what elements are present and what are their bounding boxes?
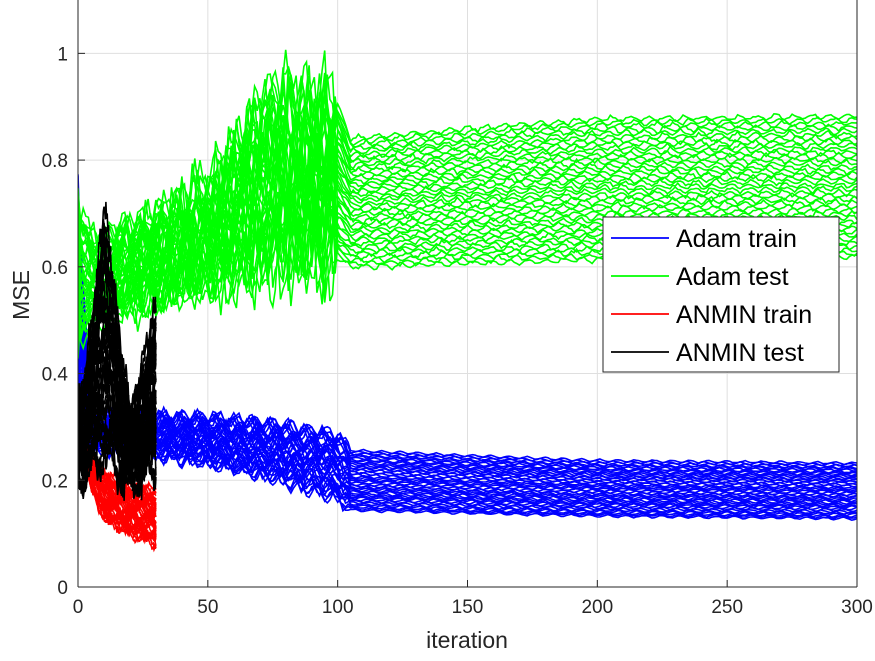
x-tick-label: 300 (841, 597, 873, 618)
legend: Adam train Adam test ANMIN train ANMIN test (602, 216, 840, 373)
legend-label: Adam train (676, 225, 797, 253)
y-tick-label: 0.8 (42, 151, 68, 172)
x-tick-label: 200 (581, 597, 613, 618)
run-line (78, 117, 857, 358)
y-tick-label: 0 (57, 578, 68, 599)
run-line (78, 66, 857, 264)
y-tick-label: 0.4 (42, 365, 69, 386)
x-tick-label: 250 (711, 597, 743, 618)
y-tick-label: 0.2 (42, 471, 68, 492)
run-line (78, 371, 857, 507)
run-line (78, 201, 157, 467)
y-tick-label: 1 (57, 44, 68, 65)
legend-label: ANMIN test (676, 339, 804, 367)
run-line (78, 139, 857, 298)
y-tick-label: 0.6 (42, 258, 68, 279)
run-line (78, 89, 857, 301)
run-line (78, 218, 157, 436)
series-anmin-test (78, 201, 157, 501)
legend-label: Adam test (676, 263, 789, 291)
plot-lines (78, 49, 857, 553)
run-line (78, 243, 857, 466)
x-tick-label: 100 (322, 597, 354, 618)
x-tick-label: 0 (73, 597, 84, 618)
series-adam-test (78, 49, 857, 359)
x-tick-label: 150 (452, 597, 484, 618)
legend-box (602, 216, 840, 373)
run-line (78, 197, 857, 490)
axes: 0 50 100 150 200 250 300 0 0.2 0.4 0.6 0.8 1 (42, 0, 873, 618)
run-line (78, 67, 857, 259)
run-line (78, 98, 857, 273)
run-line (78, 175, 857, 510)
run-line (78, 49, 857, 333)
run-line (78, 68, 857, 257)
x-tick-label: 50 (197, 597, 218, 618)
run-line (78, 177, 857, 313)
x-axis-label: iteration (426, 627, 508, 653)
run-line (78, 256, 857, 481)
series-adam-train (78, 174, 857, 522)
legend-label: ANMIN train (676, 301, 812, 329)
run-line (78, 262, 857, 471)
y-axis-label: MSE (8, 270, 34, 320)
